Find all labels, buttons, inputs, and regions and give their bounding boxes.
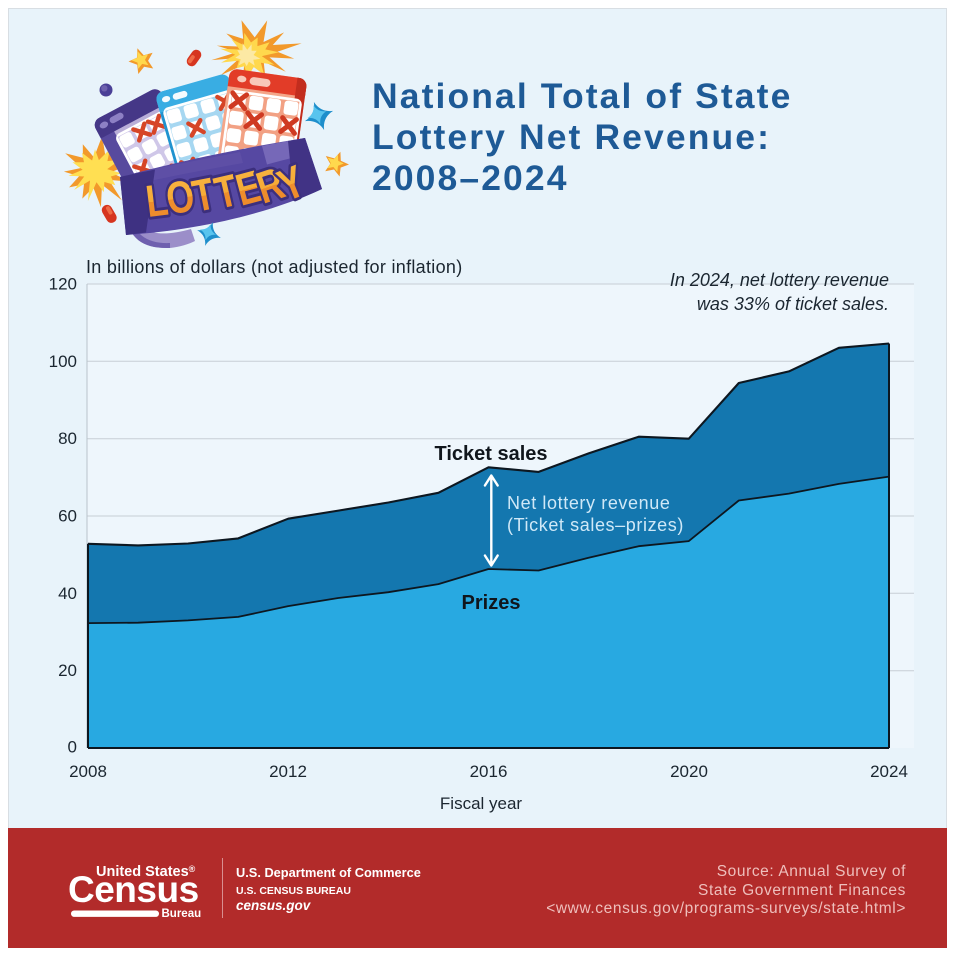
svg-text:Fiscal year: Fiscal year xyxy=(440,794,523,813)
svg-text:120: 120 xyxy=(49,275,77,294)
svg-text:State Government Finances: State Government Finances xyxy=(698,882,906,899)
svg-text:20: 20 xyxy=(58,661,77,680)
svg-text:In billions of dollars (not ad: In billions of dollars (not adjusted for… xyxy=(86,257,463,277)
svg-text:Prizes: Prizes xyxy=(462,592,521,614)
svg-text:2020: 2020 xyxy=(670,762,708,781)
svg-text:United States®: United States® xyxy=(96,864,196,880)
svg-text:Census: Census xyxy=(68,869,199,910)
svg-text:was 33% of ticket sales.: was 33% of ticket sales. xyxy=(697,294,889,314)
svg-text:(Ticket sales–prizes): (Ticket sales–prizes) xyxy=(507,515,684,535)
svg-text:Ticket sales: Ticket sales xyxy=(434,443,547,465)
svg-text:2008: 2008 xyxy=(69,762,107,781)
svg-text:U.S. CENSUS BUREAU: U.S. CENSUS BUREAU xyxy=(236,885,351,897)
svg-text:2016: 2016 xyxy=(470,762,508,781)
svg-text:0: 0 xyxy=(68,738,77,757)
svg-text:2012: 2012 xyxy=(269,762,307,781)
svg-text:In 2024, net lottery revenue: In 2024, net lottery revenue xyxy=(670,270,889,290)
svg-text:Net lottery revenue: Net lottery revenue xyxy=(507,493,670,513)
svg-text:2024: 2024 xyxy=(870,762,908,781)
svg-text:Source: Annual Survey of: Source: Annual Survey of xyxy=(717,863,906,880)
svg-text:U.S. Department of Commerce: U.S. Department of Commerce xyxy=(236,865,421,880)
svg-text:40: 40 xyxy=(58,584,77,603)
svg-text:Bureau: Bureau xyxy=(162,908,202,920)
svg-text:100: 100 xyxy=(49,352,77,371)
svg-text:80: 80 xyxy=(58,429,77,448)
svg-text:<www.census.gov/programs-surve: <www.census.gov/programs-surveys/state.h… xyxy=(546,900,906,917)
svg-text:census.gov: census.gov xyxy=(236,898,312,913)
svg-text:60: 60 xyxy=(58,507,77,526)
